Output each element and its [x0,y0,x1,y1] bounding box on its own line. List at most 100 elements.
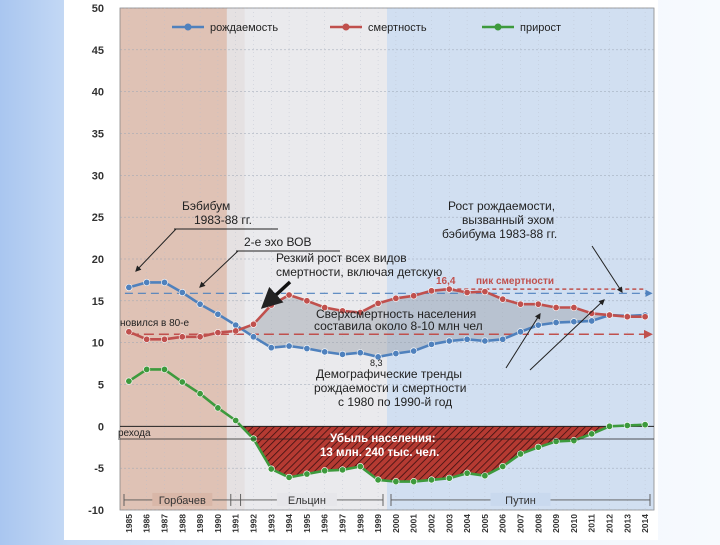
y-tick-label: 50 [92,3,104,15]
point-growth-1993 [267,465,275,473]
point-deaths-2009 [552,304,560,312]
point-deaths-1987 [161,335,169,343]
legend-marker-births [184,23,192,31]
point-growth-2010 [570,437,578,445]
y-tick-label: 45 [92,45,104,57]
point-deaths-1986 [143,335,151,343]
point-births-2008 [534,321,542,329]
x-tick-label: 1992 [249,514,259,533]
trends-arrow-1 [505,312,541,369]
point-deaths-1988 [178,333,186,341]
legend: рождаемость смертность прирост [172,22,561,34]
point-births-1987 [161,278,169,286]
point-births-2000 [392,350,400,358]
point-growth-2013 [623,421,631,429]
x-tick-label: 1988 [177,514,187,533]
y-tick-label: 0 [98,421,104,433]
point-deaths-2013 [623,313,631,321]
y-tick-label: 20 [92,254,104,266]
x-tick-label: 2002 [427,514,437,533]
point-births-1998 [356,349,364,357]
point-births-1994 [285,342,293,350]
point-growth-2002 [427,476,435,484]
point-births-2007 [516,328,524,336]
point-births-1989 [196,300,204,308]
births-growth-line1: Рост рождаемости, [448,199,555,213]
x-tick-label: 1991 [231,514,241,533]
x-tick-label: 2011 [587,514,597,533]
point-growth-2012 [605,422,613,430]
trends-line2: рождаемости и смертности [314,381,466,395]
x-tick-label: 2004 [462,514,472,533]
births-growth-line3: бэбибума 1983-88 гг. [442,227,557,241]
point-growth-1988 [178,378,186,386]
sharp-rise-line2: смертности, включая детскую [276,265,442,279]
point-deaths-1998 [356,309,364,317]
min-value-label: 8,3 [370,358,383,368]
point-births-1985 [125,283,133,291]
point-deaths-1985 [125,328,133,336]
point-deaths-2012 [605,311,613,319]
x-tick-label: 1985 [124,514,134,533]
peak-value: 16,4 [436,276,456,287]
period-label: Путин [505,495,536,507]
trends-arrow-2 [529,299,605,371]
point-deaths-2011 [588,309,596,317]
x-tick-label: 1987 [160,514,170,533]
babyboom-years: 1983-88 гг. [194,213,252,227]
eighties-level-label: новился в 80-е [120,318,190,329]
x-tick-label: 1994 [284,514,294,533]
x-tick-label: 2010 [569,514,579,533]
point-births-2003 [445,337,453,345]
y-tick-label: 30 [92,170,104,182]
y-tick-label: 5 [98,380,104,392]
point-deaths-1997 [338,307,346,315]
point-deaths-1992 [250,320,258,328]
x-tick-label: 1989 [195,514,205,533]
point-deaths-2000 [392,294,400,302]
point-growth-1989 [196,390,204,398]
point-deaths-2014 [641,313,649,321]
x-tick-label: 1996 [320,514,330,533]
x-tick-label: 2001 [409,514,419,533]
decline-line1: Убыль населения: [330,433,436,445]
x-tick-label: 1999 [373,514,383,533]
x-tick-label: 1998 [355,514,365,533]
point-growth-1998 [356,462,364,470]
point-growth-1990 [214,404,222,412]
x-tick-label: 1986 [142,514,152,533]
point-deaths-1994 [285,291,293,299]
x-tick-label: 2003 [444,514,454,533]
point-births-1995 [303,345,311,353]
point-growth-1999 [374,476,382,484]
point-growth-1985 [125,377,133,385]
y-tick-label: 40 [92,87,104,99]
sharp-rise-arrow [260,280,292,309]
point-births-2011 [588,317,596,325]
point-births-2002 [427,340,435,348]
point-deaths-2006 [499,295,507,303]
point-deaths-2010 [570,304,578,312]
point-births-1991 [232,321,240,329]
point-growth-1996 [321,467,329,475]
point-deaths-2008 [534,300,542,308]
point-births-2010 [570,318,578,326]
y-tick-label: 35 [92,129,104,141]
point-births-1990 [214,310,222,318]
point-births-1999 [374,353,382,361]
point-births-1992 [250,333,258,341]
point-births-2009 [552,319,560,327]
point-deaths-1999 [374,299,382,307]
point-growth-2014 [641,421,649,429]
point-growth-2005 [481,472,489,480]
point-growth-1991 [232,416,240,424]
point-growth-2006 [499,462,507,470]
point-growth-2001 [410,478,418,486]
x-tick-label: 2000 [391,514,401,533]
x-tick-label: 2009 [551,514,561,533]
transition-label: рехода [118,428,151,439]
point-growth-1986 [143,365,151,373]
period-label: Ельцин [288,495,326,507]
y-tick-label: -5 [94,463,104,475]
chart-container: -10 -5 0 5 10 15 20 25 30 35 40 45 50 1985 1986 1987 19… [64,0,658,540]
